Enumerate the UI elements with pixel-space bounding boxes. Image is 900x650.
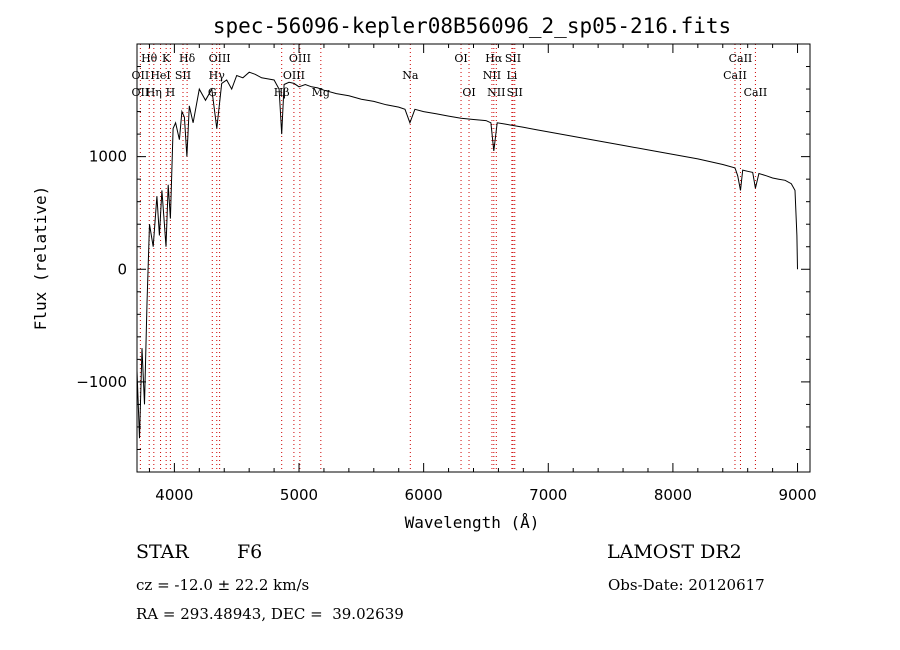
object-class: STAR bbox=[136, 541, 189, 563]
obs-date: Obs-Date: 20120617 bbox=[608, 576, 765, 594]
line-label-0: Hθ bbox=[141, 52, 158, 65]
line-label-18: OII bbox=[132, 86, 150, 99]
redshift-text: cz = -12.0 ± 22.2 km/s bbox=[136, 576, 310, 594]
line-label-8: CaII bbox=[729, 52, 753, 65]
x-tick-label-4: 8000 bbox=[654, 486, 692, 504]
line-label-16: Li bbox=[506, 69, 517, 82]
line-label-27: CaII bbox=[744, 86, 768, 99]
line-label-12: Hγ bbox=[209, 69, 226, 82]
line-label-19: Hη bbox=[146, 86, 162, 99]
line-label-17: CaII bbox=[723, 69, 747, 82]
y-tick-label-1: 0 bbox=[117, 260, 127, 278]
x-axis-label: Wavelength (Å) bbox=[405, 513, 540, 532]
line-label-2: Hδ bbox=[179, 52, 196, 65]
survey-name: LAMOST DR2 bbox=[607, 541, 742, 563]
x-tick-label-2: 6000 bbox=[405, 486, 443, 504]
line-label-26: SII bbox=[507, 86, 523, 99]
line-label-25: NII bbox=[487, 86, 505, 99]
line-label-4: OIII bbox=[289, 52, 311, 65]
line-label-3: OIII bbox=[209, 52, 231, 65]
line-label-9: OII bbox=[132, 69, 150, 82]
plot-frame bbox=[136, 43, 811, 473]
line-label-22: Hβ bbox=[274, 86, 290, 99]
x-axis: 4000 5000 6000 7000 8000 9000 bbox=[148, 44, 817, 504]
line-label-11: SII bbox=[175, 69, 191, 82]
subclass: F6 bbox=[237, 541, 263, 563]
line-label-14: Na bbox=[402, 69, 419, 82]
y-tick-label-2: 1000 bbox=[89, 148, 127, 166]
x-tick-label-5: 9000 bbox=[778, 486, 816, 504]
x-tick-label-1: 5000 bbox=[280, 486, 318, 504]
line-label-24: OI bbox=[462, 86, 475, 99]
line-markers bbox=[139, 44, 756, 472]
line-label-1: K bbox=[162, 52, 171, 65]
spectrum-series-line bbox=[136, 71, 798, 439]
x-tick-label-0: 4000 bbox=[155, 486, 193, 504]
coordinates: RA = 293.48943, DEC = 39.02639 bbox=[136, 605, 404, 623]
line-label-20: H bbox=[166, 86, 176, 99]
x-tick-label-3: 7000 bbox=[529, 486, 567, 504]
y-axis-label: Flux (relative) bbox=[31, 186, 50, 331]
line-label-6: Hα bbox=[485, 52, 503, 65]
line-label-10: HeI bbox=[150, 69, 170, 82]
chart-title: spec-56096-kepler08B56096_2_sp05-216.fit… bbox=[213, 14, 731, 38]
y-tick-label-0: −1000 bbox=[76, 373, 127, 391]
line-label-13: OIII bbox=[283, 69, 305, 82]
line-label-23: Mg bbox=[312, 86, 330, 99]
y-axis: −1000 0 1000 bbox=[76, 66, 810, 473]
line-label-15: NII bbox=[483, 69, 501, 82]
line-label-7: SII bbox=[505, 52, 521, 65]
line-label-5: OI bbox=[454, 52, 467, 65]
